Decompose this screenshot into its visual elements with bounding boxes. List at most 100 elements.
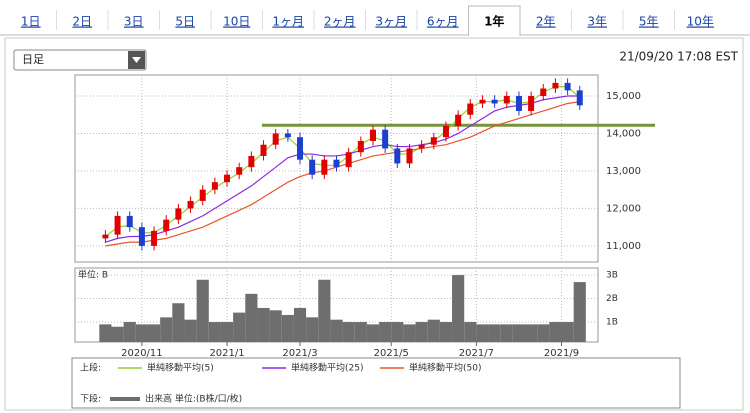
volume-bar [306,317,319,342]
volume-bar [111,326,124,342]
volume-bar [208,322,221,342]
legend-label: 単純移動平均(5) [147,362,214,374]
candle-body [309,159,316,175]
candle-body [102,234,109,239]
candle-body [211,182,218,190]
candle-body [114,215,121,235]
volume-bar [415,322,428,342]
moving-average-line [105,101,580,247]
tab-label[interactable]: 2年 [536,15,556,29]
candle-body [394,148,401,164]
candle-body [479,99,486,104]
y-tick-label: 3B [606,271,618,281]
active-tab [468,5,521,36]
volume-bar [220,322,234,342]
tab-bar: 1日 2日 3日 5日 10日 1ヶ月 2ヶ月 3ヶ月 6ヶ月 1年 2年 3年 5年 10年 [21,5,714,36]
moving-average-line [105,86,581,237]
candle-body [163,219,170,231]
candle-body [187,200,194,209]
tab-label[interactable]: 2ヶ月 [324,15,356,29]
x-tick-label: 2021/1 [209,348,244,359]
candle-body [430,137,437,145]
x-tick-label: 2020/11 [121,348,163,359]
candle-body [406,148,413,164]
tab-label[interactable]: 5日 [175,15,195,29]
candle-body [491,99,498,104]
active-tab-label[interactable]: 1年 [484,14,504,29]
volume-bar [184,319,197,342]
y-tick-label: 14,000 [606,128,641,139]
volume-bar [476,324,489,342]
x-tick-label: 2021/9 [544,348,579,359]
candle-body [272,133,279,145]
tab-label[interactable]: 6ヶ月 [427,15,459,29]
volume-bar [342,322,355,342]
legend-group-label: 上段: [80,362,101,374]
candle-body [576,90,583,106]
tab-label[interactable]: 3年 [587,15,607,29]
tab-label[interactable]: 3日 [124,15,144,29]
select-text: 日足 [22,53,44,66]
volume-bar [452,275,465,342]
period-select[interactable]: 日足 [13,49,147,71]
tab-label[interactable]: 5年 [639,15,659,29]
candle-body [333,159,340,168]
y-tick-label: 13,000 [606,166,641,177]
volume-bar [500,324,513,342]
volume-bar [147,324,161,342]
candle-body [284,133,291,138]
volume-bar [330,319,343,342]
volume-bar [561,322,574,342]
moving-average-line [105,95,580,243]
plot: 11,000 12,000 13,000 14,000 15,000 単位: B 1B 2B 3… [75,75,655,359]
candle-body [442,125,449,138]
volume-bar [488,324,501,342]
volume-bar [172,303,185,342]
candle-body [126,215,133,228]
volume-bar [366,324,380,342]
tab-label[interactable]: 1ヶ月 [272,15,304,29]
x-tick-label: 2021/3 [282,348,317,359]
candle-body [151,230,158,246]
volume-bar [439,322,453,342]
volume-bar [403,324,416,342]
candle-body [382,129,389,149]
candle-body [357,140,364,153]
volume-bar [123,322,136,342]
candle-body [345,152,352,168]
candle-body [248,155,255,168]
candle-body [236,167,243,175]
candle-body [540,88,547,96]
volume-bar [573,282,586,342]
tab-label[interactable]: 1日 [21,15,41,29]
volume-bar [391,322,404,342]
candle-body [199,189,206,201]
x-tick-label: 2021/7 [459,348,494,359]
tab-label[interactable]: 2日 [72,15,92,29]
volume-bar [293,307,307,342]
y-tick-label: 1B [606,318,618,328]
candle-body [552,82,559,89]
tab-label[interactable]: 10日 [223,15,250,29]
volume-bar [281,314,294,342]
candle-body [418,144,425,149]
price-plot-frame [74,74,599,263]
unit-label: 単位: B [78,269,108,281]
volume-bar [379,322,392,342]
select-arrow [132,57,141,63]
candle-body [369,129,376,141]
volume-bar [135,324,148,342]
candle-body [224,174,231,183]
y-tick-label: 12,000 [606,203,641,214]
candle-body [297,137,304,160]
tab-label[interactable]: 3ヶ月 [375,15,407,29]
volume-bar [464,322,477,342]
legend-label: 単純移動平均(25) [291,362,363,374]
tab-label[interactable]: 10年 [687,15,714,29]
y-tick-label: 2B [606,294,618,304]
select-box[interactable] [13,49,147,71]
y-tick-label: 11,000 [606,241,641,252]
volume-bar [537,324,550,342]
candle-body [138,227,145,246]
